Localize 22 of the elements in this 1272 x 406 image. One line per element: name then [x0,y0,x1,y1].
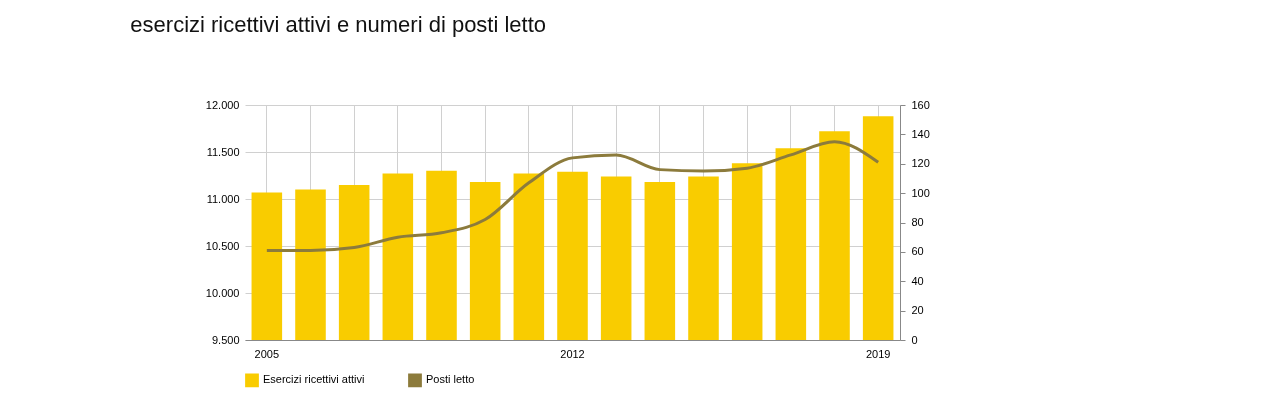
y-tick-label: 10.500 [205,239,240,252]
y2-tick-label: 0 [911,333,918,346]
legend-label: Posti letto [426,373,475,386]
x-tick-label: 2005 [254,347,280,360]
y-tick-label: 12.000 [205,98,240,111]
y2-tick-label: 40 [911,274,924,287]
y-tick-label: 11.000 [206,192,240,205]
y2-tick-label: 80 [911,216,924,228]
y2-tick-label: 60 [911,245,924,258]
y2-tick-label: 140 [911,127,930,140]
y2-tick-label: 120 [911,157,930,170]
y-tick-label: 11.500 [206,145,240,158]
line-series [265,140,880,252]
legend-label: Esercizi ricettivi attivi [263,373,365,386]
chart-title: esercizi ricettivi attivi e numeri di posti letto [130,12,547,37]
x-tick-label: 2019 [865,347,891,360]
x-tick-label: 2012 [560,347,585,360]
y2-tick-label: 100 [911,186,930,199]
y2-tick-label: 20 [911,304,924,317]
y2-tick-label: 160 [911,98,930,111]
y-tick-label: 10.000 [205,286,240,299]
y-tick-label: 9.500 [211,333,240,346]
